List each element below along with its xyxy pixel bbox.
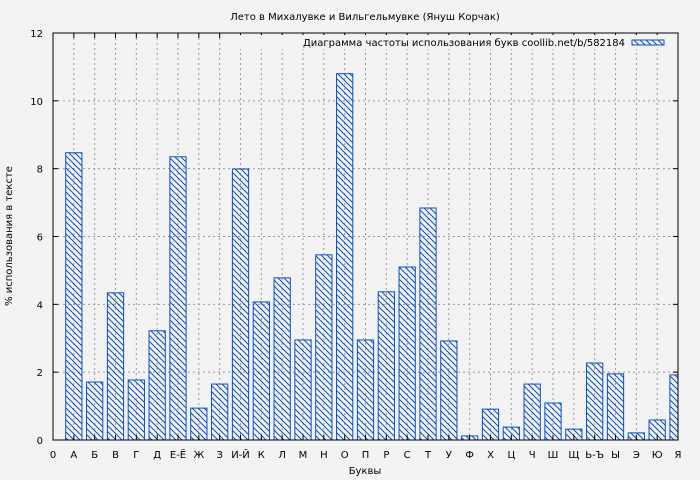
bar-Т bbox=[419, 207, 437, 440]
bar-С bbox=[398, 266, 416, 440]
x-tick-label: Ь-Ъ bbox=[585, 450, 604, 461]
x-tick-label: Д bbox=[153, 450, 161, 461]
y-tick-label: 2 bbox=[37, 368, 43, 379]
x-tick-label: С bbox=[404, 450, 411, 461]
bar-Ш bbox=[544, 402, 562, 440]
x-tick-label: Л bbox=[278, 450, 286, 461]
x-tick-label: Т bbox=[424, 450, 432, 461]
bar-Б bbox=[86, 381, 104, 440]
x-tick-label: Е-Ё bbox=[170, 448, 186, 461]
y-tick-label: 6 bbox=[37, 233, 43, 244]
bar-К bbox=[252, 301, 270, 440]
chart-title: Лето в Михалувке и Вильгельмувке (Януш К… bbox=[230, 12, 500, 23]
x-tick-label: Н bbox=[320, 450, 328, 461]
x-tick-label: В bbox=[112, 450, 119, 461]
bar-З bbox=[211, 383, 229, 440]
y-tick-label: 4 bbox=[37, 300, 43, 311]
x-tick-label: Ю bbox=[652, 450, 663, 461]
bar-М bbox=[294, 339, 312, 440]
y-axis-label: % использования в тексте bbox=[4, 166, 15, 306]
x-tick-label: Ы bbox=[611, 450, 620, 461]
bar-Д bbox=[148, 330, 166, 440]
bar-В bbox=[106, 292, 125, 440]
x-tick-label: П bbox=[362, 450, 370, 461]
bar-Ы bbox=[606, 373, 625, 440]
bar-Ч bbox=[523, 383, 541, 440]
x-tick-label: Э bbox=[633, 450, 640, 461]
legend: Диаграмма частоты использования букв coo… bbox=[240, 35, 676, 49]
x-tick-label: З bbox=[216, 450, 222, 461]
bar-О bbox=[336, 73, 354, 440]
bar-Г bbox=[127, 379, 145, 440]
bar-А bbox=[65, 152, 83, 440]
bars bbox=[65, 73, 678, 440]
x-tick-label: Х bbox=[487, 450, 494, 461]
bar-Ж bbox=[190, 407, 208, 440]
x-tick-label: М bbox=[299, 450, 308, 461]
x-tick-label: 0 bbox=[50, 450, 56, 461]
bar-Л bbox=[273, 277, 291, 440]
bar-Я bbox=[669, 374, 678, 440]
x-axis-label: Буквы bbox=[349, 466, 382, 477]
bar-Щ bbox=[565, 428, 583, 440]
bar-Ь-Ъ bbox=[586, 362, 604, 440]
x-tick-label: Ф bbox=[465, 450, 474, 461]
y-axis: 0 2 4 6 8 10 12 bbox=[30, 29, 678, 447]
bar-Х bbox=[481, 408, 500, 440]
x-tick-label: Ш bbox=[548, 450, 559, 461]
x-tick-label: Я bbox=[675, 450, 682, 461]
legend-label: Диаграмма частоты использования букв coo… bbox=[303, 38, 625, 49]
x-tick-label: А bbox=[70, 450, 77, 461]
x-tick-label: Р bbox=[383, 450, 389, 461]
x-tick-label: Б bbox=[91, 450, 98, 461]
x-tick-label: И-Й bbox=[231, 448, 250, 461]
x-tick-label: О bbox=[341, 450, 349, 461]
bar-П bbox=[356, 339, 375, 440]
legend-background bbox=[240, 35, 676, 49]
bar-Е-Ё bbox=[169, 156, 187, 440]
bar-И-Й bbox=[231, 168, 250, 440]
x-tick-label: Ж bbox=[193, 450, 204, 461]
x-tick-label: Г bbox=[133, 450, 139, 461]
x-tick-label: К bbox=[258, 450, 265, 461]
bar-Ю bbox=[648, 419, 666, 440]
bar-Р bbox=[377, 291, 395, 440]
y-tick-label: 12 bbox=[30, 29, 43, 40]
y-tick-label: 8 bbox=[37, 165, 43, 176]
x-tick-label: Щ bbox=[568, 450, 579, 461]
grid bbox=[53, 33, 678, 440]
legend-swatch bbox=[631, 39, 665, 46]
y-tick-label: 0 bbox=[37, 436, 43, 447]
bar-У bbox=[440, 340, 458, 440]
bar-Н bbox=[315, 254, 333, 440]
x-tick-label: Ч bbox=[529, 450, 536, 461]
y-tick-label: 10 bbox=[30, 97, 43, 108]
x-tick-label: Ц bbox=[507, 450, 515, 461]
x-tick-label: У bbox=[446, 450, 452, 461]
